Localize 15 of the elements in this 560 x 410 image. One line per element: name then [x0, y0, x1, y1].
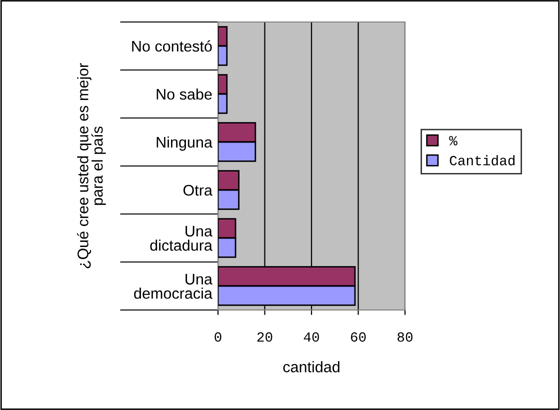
- x-tick-label: 60: [350, 332, 366, 342]
- x-tick-label: 0: [214, 332, 222, 342]
- y-tick-label: No contestó: [132, 40, 212, 52]
- y-tick-label: Otra: [183, 184, 212, 196]
- y-tick-label: Ninguna: [156, 136, 212, 151]
- y-axis-title: ¿Qué cree usted que es mejor para el país: [76, 63, 106, 268]
- legend-label: Cantidad: [450, 155, 515, 166]
- y-tick-label: Una democracia: [134, 274, 212, 299]
- legend-label: %: [449, 136, 458, 146]
- x-tick-label: 80: [398, 332, 412, 342]
- y-tick-label: Una dictadura: [150, 226, 212, 251]
- x-tick-label: 20: [257, 332, 272, 342]
- y-tick-label: No sabe: [156, 88, 212, 100]
- x-tick-label: 40: [304, 332, 319, 342]
- x-axis-title: cantidad: [283, 361, 340, 372]
